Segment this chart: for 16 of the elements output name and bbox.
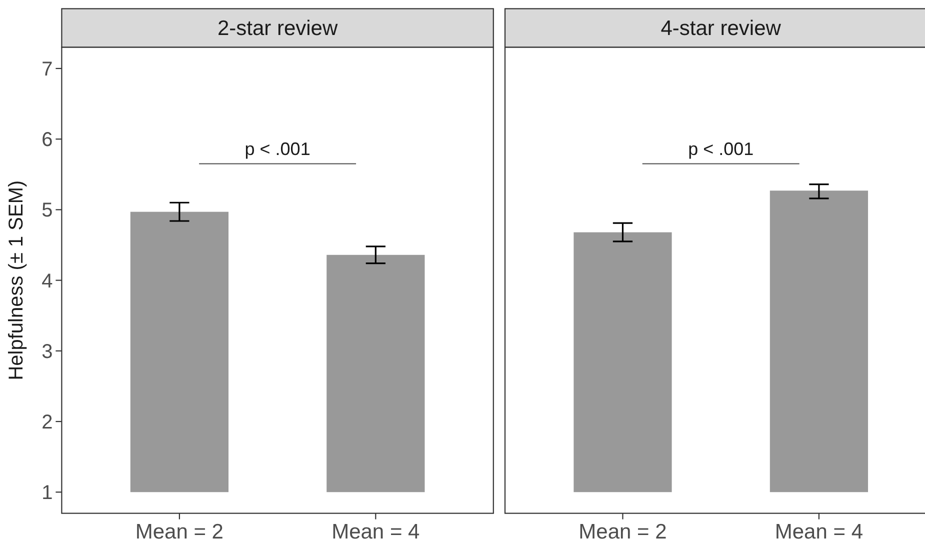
y-tick-label: 2 — [42, 412, 53, 434]
x-tick-label: Mean = 2 — [578, 520, 667, 544]
y-tick-label: 5 — [42, 200, 53, 222]
x-tick-label: Mean = 4 — [774, 520, 864, 544]
annotation: p < .001 — [688, 138, 754, 159]
chart-title: 4-star review — [660, 17, 782, 40]
annotation: p < .001 — [244, 138, 310, 159]
x-tick-label: Mean = 2 — [135, 520, 224, 544]
y-axis-title: Helpfulness (± 1 SEM) — [6, 180, 28, 380]
y-tick-label: 1 — [42, 482, 53, 504]
y-tick-label: 6 — [42, 129, 53, 152]
y-tick-label: 7 — [42, 58, 53, 80]
x-tick-label: Mean = 4 — [332, 520, 420, 544]
chart-title: 2-star review — [217, 17, 338, 40]
y-tick-label: 4 — [42, 270, 53, 292]
y-tick-label: 3 — [42, 340, 53, 363]
